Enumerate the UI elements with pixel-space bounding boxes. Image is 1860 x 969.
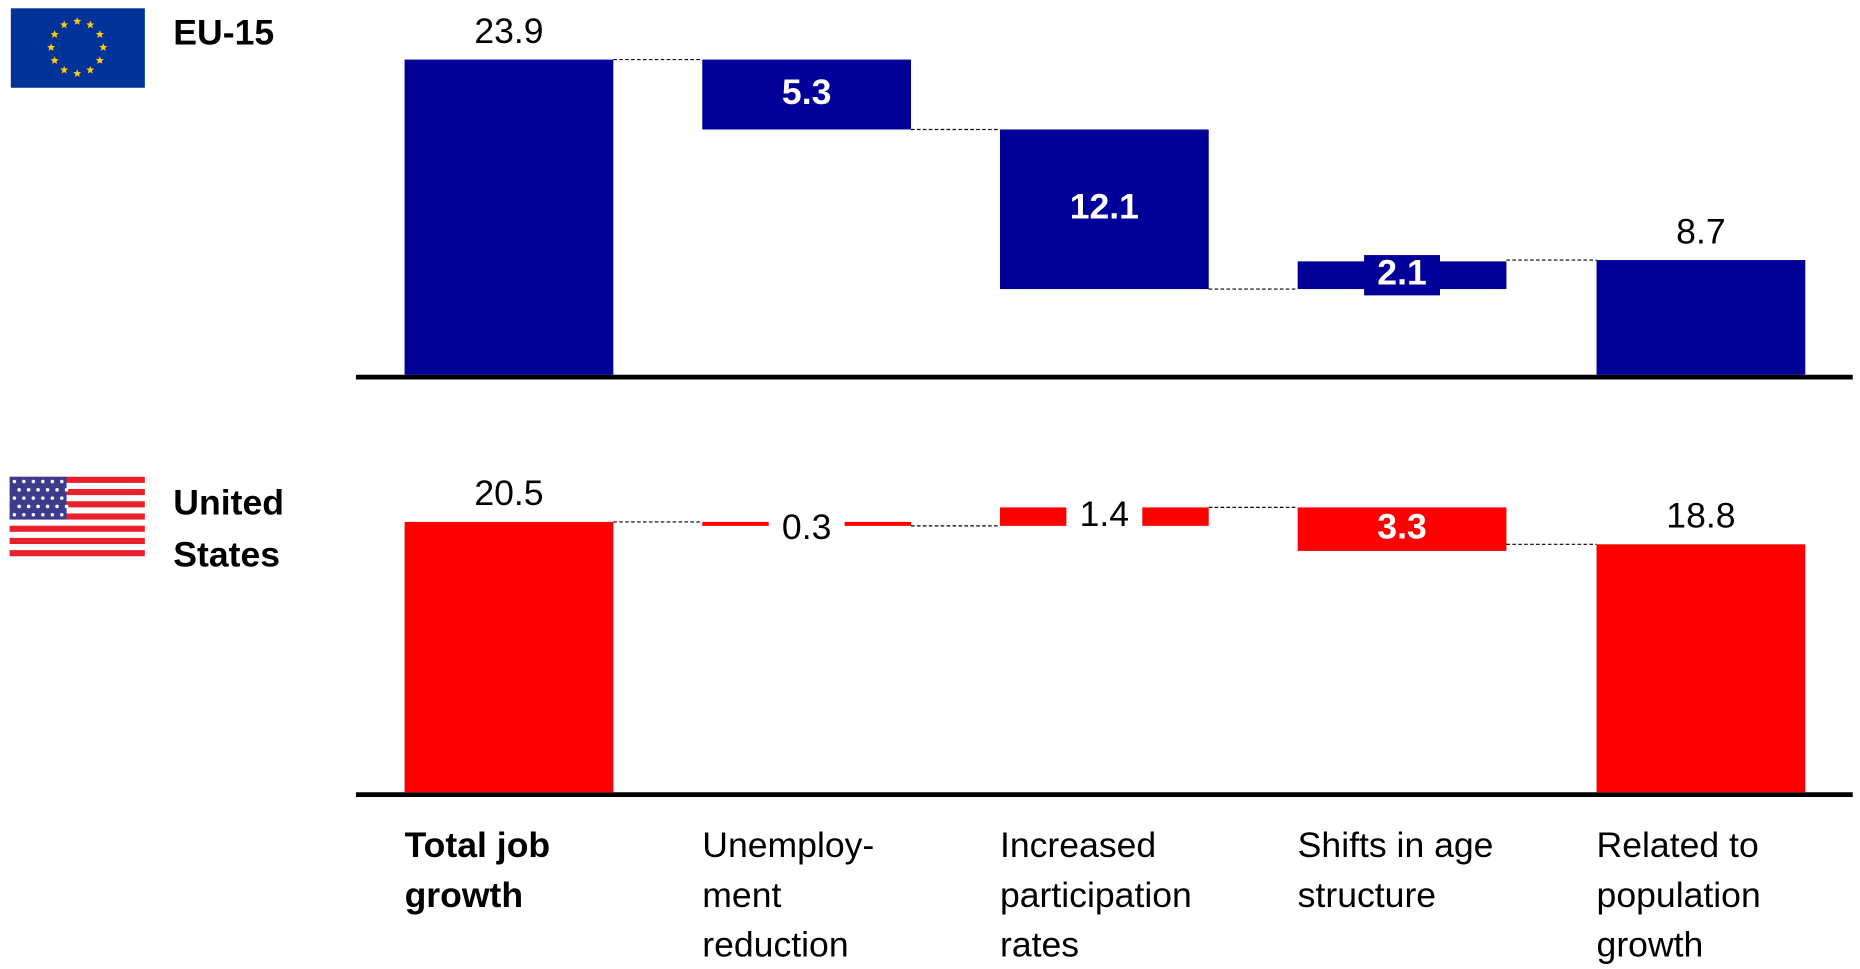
- bar: [702, 59, 912, 130]
- value-label: 8.7: [1676, 211, 1725, 251]
- value-label: 12.1: [1070, 187, 1139, 227]
- category-label: Total job growth: [405, 825, 551, 915]
- bar: [404, 59, 614, 375]
- value-label: 0.3: [782, 507, 831, 547]
- bar: [1596, 544, 1806, 793]
- value-label: 18.8: [1666, 496, 1735, 536]
- value-label: 3.3: [1377, 507, 1426, 547]
- category-label: Shifts in age structure: [1298, 825, 1494, 915]
- bar: [404, 521, 614, 793]
- bar: [999, 129, 1209, 290]
- category-label: Related to population growth: [1597, 825, 1761, 965]
- value-label: 20.5: [474, 473, 543, 513]
- label-box: [1066, 496, 1143, 537]
- value-label: 23.9: [474, 11, 543, 51]
- panel-title: United States: [173, 483, 284, 575]
- label-box: [1364, 255, 1440, 296]
- value-label: 1.4: [1080, 494, 1129, 534]
- panel-title: EU-15: [173, 13, 274, 53]
- category-label: Unemploy-ment reduction: [702, 825, 874, 965]
- category-label: Increased participation rates: [1000, 825, 1192, 965]
- bar: [1596, 260, 1806, 375]
- label-box: [768, 509, 845, 550]
- value-label: 2.1: [1377, 253, 1426, 293]
- us-flag: [9, 476, 145, 557]
- value-label: 5.3: [782, 72, 831, 112]
- bar: [1297, 507, 1507, 551]
- eu-flag: [10, 8, 145, 88]
